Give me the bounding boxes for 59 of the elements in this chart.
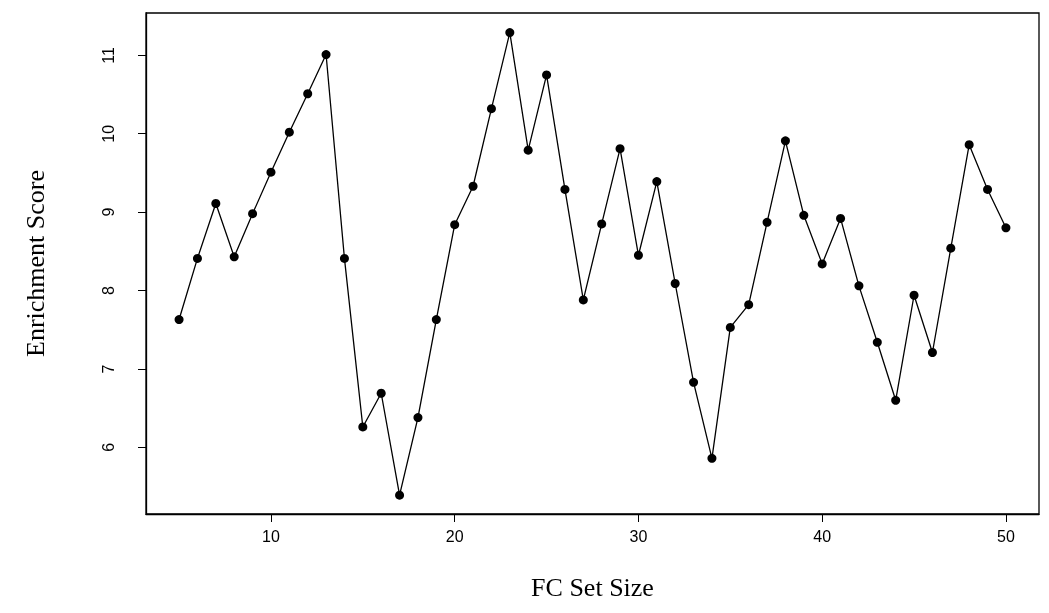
point — [266, 167, 276, 177]
x-tick-label: 40 — [813, 527, 832, 545]
point — [192, 253, 202, 263]
y-axis-title: Enrichment Score — [20, 170, 50, 357]
point — [578, 295, 588, 305]
point — [891, 395, 901, 405]
point — [927, 347, 937, 357]
point — [817, 259, 827, 269]
x-tick-label: 50 — [997, 527, 1015, 545]
point — [633, 250, 643, 260]
point — [321, 50, 331, 60]
point — [303, 89, 313, 99]
point — [762, 217, 772, 227]
point — [486, 104, 496, 114]
point — [395, 490, 405, 500]
point — [670, 279, 680, 288]
point — [284, 127, 294, 137]
point — [358, 422, 368, 432]
point — [229, 252, 239, 262]
x-tick-label: 30 — [629, 527, 648, 545]
point — [964, 140, 974, 150]
point — [211, 199, 221, 209]
point — [744, 300, 754, 310]
point — [909, 290, 919, 300]
point — [854, 281, 864, 291]
point — [780, 136, 790, 146]
point — [615, 144, 625, 154]
point — [597, 219, 607, 229]
point — [505, 28, 515, 38]
point — [946, 243, 956, 253]
point — [450, 220, 460, 230]
point — [725, 322, 735, 332]
y-tick-label: 8 — [99, 286, 117, 295]
point — [983, 184, 993, 194]
x-axis-title: FC Set Size — [531, 572, 654, 602]
point — [872, 337, 882, 347]
x-tick-label: 20 — [445, 527, 464, 545]
point — [174, 315, 184, 325]
point — [799, 210, 809, 220]
y-tick-label: 7 — [99, 364, 117, 374]
point — [413, 413, 423, 423]
point — [542, 70, 552, 80]
y-tick-label: 11 — [99, 46, 117, 64]
point — [248, 209, 258, 219]
point — [689, 377, 699, 387]
y-tick-label: 10 — [99, 124, 117, 143]
point — [339, 253, 349, 263]
point — [376, 388, 386, 398]
point — [707, 453, 717, 463]
point — [652, 177, 662, 187]
point — [431, 315, 441, 325]
point — [836, 213, 846, 223]
point — [560, 184, 570, 194]
y-tick-label: 6 — [99, 442, 117, 452]
point — [1001, 223, 1011, 233]
point — [523, 145, 533, 155]
y-tick-label: 9 — [99, 207, 117, 217]
x-tick-label: 10 — [262, 527, 280, 545]
point — [468, 181, 478, 191]
